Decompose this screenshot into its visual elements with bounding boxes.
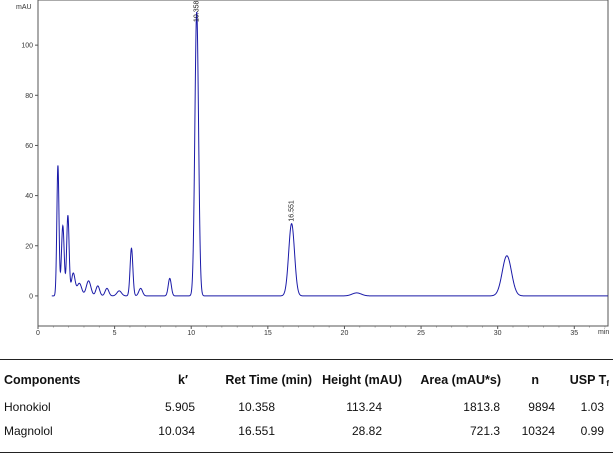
cell-k: 10.034 [158, 424, 195, 438]
table-top-rule [0, 359, 613, 360]
cell-ret-time: 10.358 [238, 400, 275, 414]
header-area: Area (mAU*s) [420, 373, 501, 387]
y-tick-label: 60 [25, 143, 33, 150]
cell-component: Honokiol [4, 400, 51, 414]
cell-height: 28.82 [351, 424, 382, 438]
x-tick-label: 35 [570, 330, 578, 337]
y-tick-label: 80 [25, 93, 33, 100]
y-tick-label: 100 [21, 43, 33, 50]
x-tick-label: 30 [494, 330, 502, 337]
cell-area: 721.3 [469, 424, 500, 438]
header-n: n [531, 373, 539, 387]
table-header-row: Components k′ Ret Time (min) Height (mAU… [0, 373, 613, 393]
chromatogram-trace [51, 11, 608, 297]
table-row: Magnolol 10.034 16.551 28.82 721.3 10324… [0, 424, 613, 444]
x-tick-label: 20 [341, 330, 349, 337]
header-usp-subscript: f [606, 379, 609, 388]
y-unit-label: mAU [16, 4, 32, 11]
plot-frame [37, 0, 609, 327]
header-usp: USP Tf [570, 373, 609, 388]
y-tick-label: 20 [25, 243, 33, 250]
header-k: k′ [178, 373, 188, 387]
y-tick-label: 40 [25, 193, 33, 200]
y-tick-label: 0 [29, 293, 33, 300]
header-usp-text: USP T [569, 373, 607, 387]
x-tick-label: 10 [187, 330, 195, 337]
x-tick-label: 0 [36, 330, 40, 337]
peak-rt-label: 10.358 [194, 0, 201, 22]
cell-usp: 0.99 [580, 424, 604, 438]
cell-usp: 1.03 [580, 400, 604, 414]
cell-height: 113.24 [346, 400, 382, 414]
x-tick-label: 15 [264, 330, 272, 337]
header-height: Height (mAU) [322, 373, 402, 387]
x-tick-label: 5 [113, 330, 117, 337]
cell-ret-time: 16.551 [238, 424, 275, 438]
x-unit-label: min [598, 329, 609, 336]
cell-k: 5.905 [164, 400, 195, 414]
cell-n: 10324 [521, 424, 555, 438]
cell-n: 9894 [528, 400, 555, 414]
chromatogram-chart: 0 20 40 60 80 100 0 5 10 15 20 25 30 35 mAU min 10.3… [16, 0, 609, 337]
header-components: Components [4, 373, 81, 387]
x-tick-label: 25 [417, 330, 425, 337]
chromatogram-svg: 0 20 40 60 80 100 0 5 10 15 20 25 30 35 mAU min 10.3… [16, 0, 609, 337]
header-ret-time: Ret Time (min) [225, 373, 312, 387]
cell-component: Magnolol [4, 424, 53, 438]
table-row: Honokiol 5.905 10.358 113.24 1813.8 9894… [0, 400, 613, 420]
cell-area: 1813.8 [463, 400, 500, 414]
table-bottom-rule [0, 452, 613, 453]
peak-rt-label: 16.551 [289, 200, 296, 222]
